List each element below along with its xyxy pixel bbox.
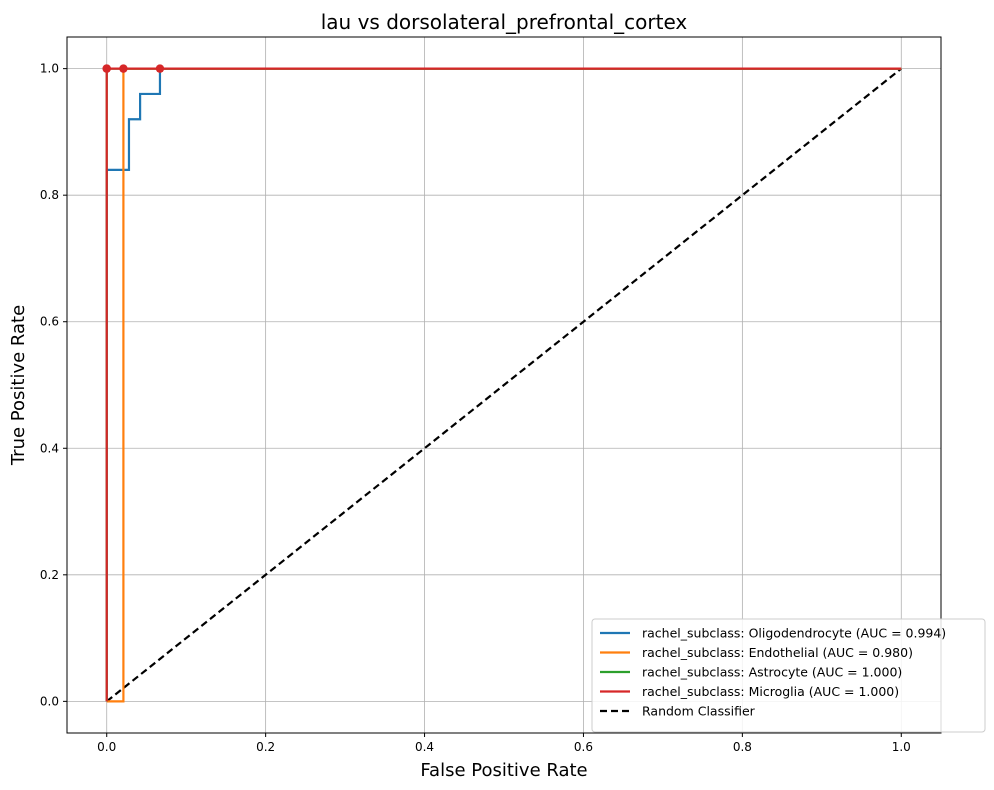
ticks: 0.0 0.2 0.4 0.6 0.8 1.0 0.0 0.2 0.4 0.6 0.8 1.0: [40, 62, 911, 754]
x-tick-label: 0.0: [97, 740, 116, 754]
plot-frame: [66, 36, 942, 734]
legend: rachel_subclass: Oligodendrocyte (AUC = …: [591, 618, 986, 733]
series-line-0: [105, 67, 902, 702]
x-tick-label: 0.2: [256, 740, 275, 754]
y-axis-title: True Positive Rate: [8, 305, 29, 466]
legend-label-1: rachel_subclass: Endothelial (AUC = 0.98…: [642, 645, 913, 660]
legend-box: [591, 618, 986, 733]
series-line-4: [106, 67, 902, 703]
y-tick-label: 0.0: [40, 694, 59, 708]
legend-label-2: rachel_subclass: Astrocyte (AUC = 1.000): [642, 665, 902, 680]
y-tick-label: 0.4: [40, 441, 59, 455]
y-tick-label: 0.2: [40, 568, 59, 582]
y-tick-label: 0.6: [40, 315, 59, 329]
y-tick-label: 0.8: [40, 188, 59, 202]
legend-label-3: rachel_subclass: Microglia (AUC = 1.000): [642, 684, 899, 699]
x-tick-label: 1.0: [892, 740, 911, 754]
x-tick-label: 0.4: [415, 740, 434, 754]
series-marker-0: [155, 64, 165, 73]
x-axis-title: False Positive Rate: [420, 760, 587, 781]
chart-title: lau vs dorsolateral_prefrontal_cortex: [321, 10, 688, 34]
series-marker-3: [102, 64, 111, 73]
grid: [67, 37, 941, 733]
x-tick-label: 0.6: [574, 740, 593, 754]
legend-label-4: Random Classifier: [642, 704, 756, 719]
x-tick-label: 0.8: [733, 740, 752, 754]
marker-layer: [102, 64, 165, 73]
legend-label-0: rachel_subclass: Oligodendrocyte (AUC = …: [642, 626, 946, 641]
series-marker-1: [119, 64, 128, 73]
y-tick-label: 1.0: [40, 62, 59, 76]
